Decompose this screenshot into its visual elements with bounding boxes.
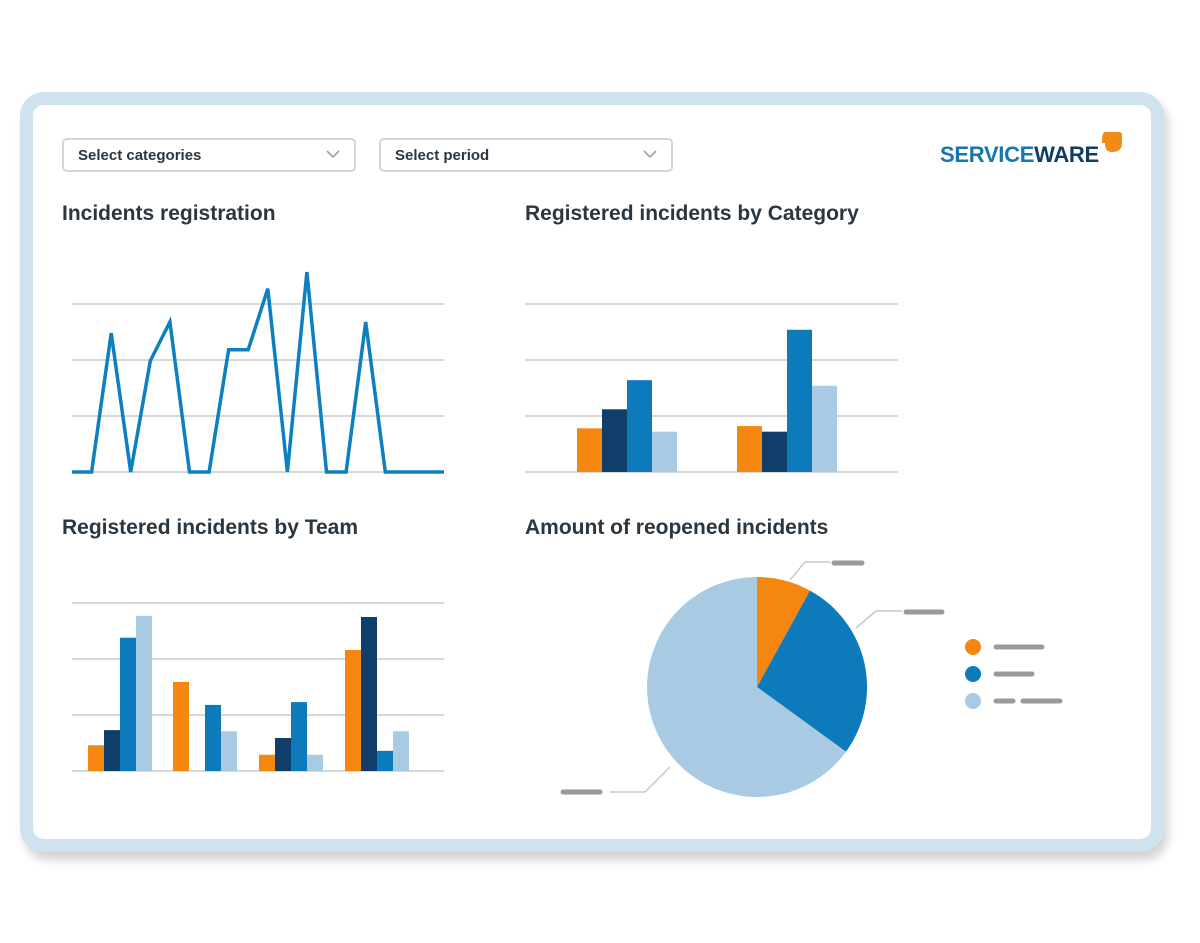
team-bar: [393, 731, 409, 771]
logo-text-ware: WARE: [1034, 142, 1099, 167]
legend-swatch: [965, 693, 981, 709]
serviceware-logo-icon: [1102, 132, 1122, 152]
team-bar: [136, 615, 152, 771]
team-bar: [345, 650, 361, 771]
period-select[interactable]: Select period: [379, 138, 673, 172]
chart-title-category: Registered incidents by Category: [525, 202, 859, 225]
category-bar: [602, 409, 627, 472]
chart-title-registration: Incidents registration: [62, 202, 276, 225]
chevron-down-icon: [326, 150, 340, 159]
category-bar: [737, 426, 762, 472]
category-bar: [787, 329, 812, 472]
categories-select-value: Select categories: [78, 146, 202, 164]
team-bar: [291, 702, 307, 771]
pie-slice: [647, 577, 846, 797]
team-bar: [104, 730, 120, 771]
team-bar: [88, 745, 104, 771]
category-bar: [652, 431, 677, 472]
chart-title-team: Registered incidents by Team: [62, 516, 359, 539]
logo-text-service: SERVICE: [940, 142, 1035, 167]
team-bar: [377, 750, 393, 771]
team-bar: [275, 737, 291, 771]
pie-leader-line: [789, 561, 830, 581]
legend-swatch: [965, 639, 981, 655]
chevron-down-icon: [643, 150, 657, 159]
team-bar: [221, 731, 237, 771]
team-bar: [173, 681, 189, 771]
serviceware-logo: SERVICEWARE: [940, 132, 1125, 168]
pie-slice: [757, 577, 810, 687]
category-bar: [627, 380, 652, 472]
pie-leader-line: [855, 610, 902, 629]
team-bar: [307, 754, 323, 771]
team-bar: [205, 704, 221, 771]
category-bar: [577, 428, 602, 472]
logo-wordmark: SERVICEWARE: [940, 142, 1099, 168]
team-bar: [259, 754, 275, 771]
registration-series-line: [72, 271, 444, 474]
team-bar: [361, 617, 377, 771]
pie-leader-line: [610, 766, 671, 793]
category-bar: [812, 385, 837, 472]
legend-swatch: [965, 666, 981, 682]
pie-slice: [757, 590, 868, 752]
period-select-value: Select period: [395, 146, 490, 164]
category-bar: [762, 431, 787, 472]
categories-select[interactable]: Select categories: [62, 138, 356, 172]
chart-title-reopened: Amount of reopened incidents: [525, 516, 829, 539]
team-bar: [120, 637, 136, 771]
